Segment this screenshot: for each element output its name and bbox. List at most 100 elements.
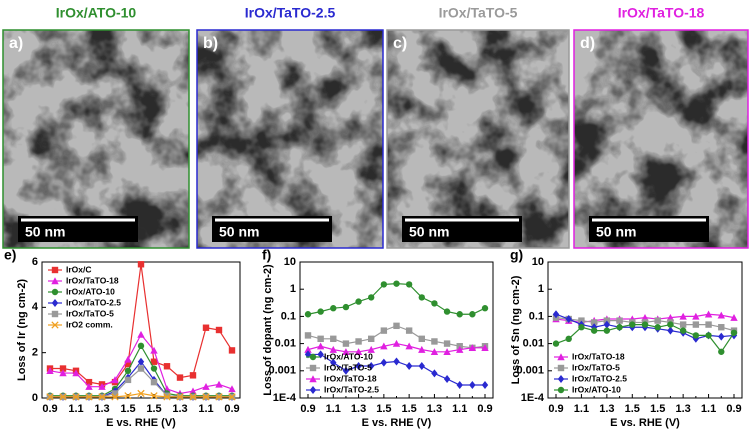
marker: [603, 327, 611, 334]
marker: [418, 345, 426, 353]
marker: [59, 369, 67, 377]
marker: [654, 324, 661, 331]
scale-bar-label: 50 nm: [596, 224, 636, 240]
tem-image: [3, 30, 189, 248]
marker: [330, 305, 337, 312]
marker: [111, 390, 119, 397]
tem-image: [387, 30, 569, 248]
marker: [392, 339, 401, 347]
y-tick-label: 0.01: [275, 338, 296, 350]
marker: [124, 360, 132, 368]
y-tick-label: 0.1: [529, 310, 544, 322]
panel-label: a): [9, 35, 23, 52]
x-tick-label: 0.9: [548, 403, 563, 415]
marker: [705, 332, 712, 339]
marker: [679, 321, 687, 328]
marker: [215, 380, 223, 388]
marker: [730, 313, 738, 321]
marker: [431, 338, 438, 345]
marker: [443, 308, 451, 315]
marker: [616, 317, 623, 324]
marker: [228, 347, 236, 354]
marker: [355, 338, 362, 345]
chart: f) 1E-4 0.001 0.01 0.1 1 10 0.9 1.1 1.3 1.5 1.5 1.3 1…: [262, 247, 494, 429]
marker: [469, 381, 476, 390]
marker: [124, 355, 132, 363]
x-tick-label: 1.3: [599, 403, 614, 415]
marker: [667, 326, 674, 335]
marker: [692, 332, 700, 339]
y-tick-label: 0: [32, 392, 38, 404]
marker: [443, 340, 451, 347]
legend-label: IrOx/ATO-10: [572, 384, 621, 394]
scale-bar-label: 50 nm: [25, 224, 65, 240]
y-tick-label: 0.1: [281, 310, 296, 322]
legend-marker: [309, 364, 317, 372]
marker: [456, 345, 464, 353]
marker: [616, 324, 623, 331]
legend-label: IrO2 comm.: [66, 319, 113, 329]
x-tick-label: 0.9: [477, 403, 492, 415]
y-tick-label: 10: [532, 256, 544, 268]
x-tick-label: 0.9: [300, 403, 315, 415]
panel-label: c): [393, 35, 407, 52]
marker: [98, 382, 106, 390]
legend-label: IrOx/C: [66, 264, 92, 274]
legend-marker: [557, 364, 565, 372]
x-tick-label: 1.3: [94, 403, 109, 415]
marker: [163, 363, 171, 370]
panel-title: IrOx/TaTO-2.5: [245, 5, 336, 21]
marker: [46, 367, 54, 374]
y-tick-label: 1E-4: [521, 392, 545, 404]
panel-label: e): [4, 247, 16, 263]
marker: [380, 342, 388, 350]
legend-marker: [51, 310, 59, 318]
marker: [137, 389, 145, 398]
legend-marker: [557, 353, 565, 361]
marker: [137, 330, 145, 338]
marker: [443, 374, 451, 383]
panel-border: [386, 29, 570, 249]
y-tick-label: 6: [32, 256, 38, 268]
marker: [393, 280, 400, 287]
marker: [368, 362, 375, 371]
marker: [603, 320, 611, 329]
marker: [629, 321, 636, 328]
chart: e) 0 2 4 6 0.9 1.1 1.3 1.5 1.5 1.3 1.1 0.9 E vs. RHE …: [4, 247, 241, 429]
marker: [456, 381, 463, 390]
marker: [380, 358, 388, 367]
marker: [150, 365, 158, 372]
x-axis-title: E vs. RHE (V): [610, 417, 680, 429]
marker: [481, 305, 489, 312]
x-tick-label: 0.9: [42, 403, 57, 415]
marker: [565, 335, 572, 343]
panel-border: [2, 29, 190, 249]
y-tick-label: 0.01: [523, 338, 544, 350]
marker: [163, 393, 171, 401]
legend-marker: [51, 266, 59, 274]
marker: [679, 312, 687, 320]
marker: [468, 344, 477, 352]
marker: [150, 346, 158, 354]
x-tick-label: 1.1: [574, 403, 589, 415]
marker: [189, 372, 197, 379]
legend-marker: [51, 277, 59, 285]
x-tick-label: 1.3: [351, 403, 366, 415]
marker: [137, 342, 145, 350]
marker: [578, 324, 585, 331]
marker: [215, 393, 223, 401]
x-tick-label: 1.5: [120, 403, 135, 415]
y-tick-label: 1: [538, 283, 544, 295]
marker: [329, 345, 337, 353]
marker: [137, 365, 145, 372]
marker: [654, 317, 661, 324]
panel-label: d): [580, 35, 595, 52]
panel-border: [573, 29, 749, 249]
marker: [368, 294, 375, 301]
marker: [150, 378, 158, 386]
panel-border: [196, 29, 384, 249]
marker: [552, 340, 560, 347]
legend-marker: [309, 386, 317, 394]
marker: [189, 393, 197, 401]
marker: [342, 340, 350, 347]
